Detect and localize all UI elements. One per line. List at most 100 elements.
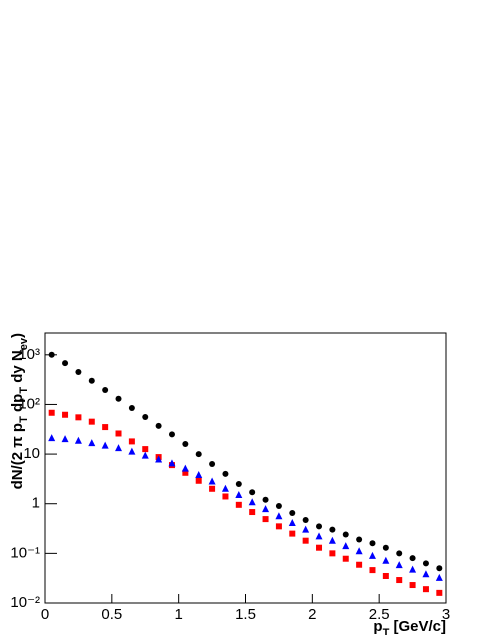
point [342,531,349,538]
point [262,516,269,523]
point [275,512,283,520]
x-tick-label: 2.5 [369,606,390,623]
point [128,438,135,445]
point [409,555,416,562]
x-tick-label: 0 [41,606,49,623]
point [115,430,122,437]
point [75,414,82,421]
point [209,485,216,492]
point [48,409,55,416]
x-axis-label-part: p [373,618,382,635]
y-axis-label-part: dN/(2 π p [9,423,26,489]
point [128,404,135,411]
point [102,387,109,394]
point [248,498,256,506]
point [155,455,163,463]
point [88,418,95,425]
point [342,542,350,550]
point [182,440,189,447]
point [208,477,216,485]
point [195,451,202,458]
point [209,461,216,468]
point [382,572,389,579]
point [328,536,336,544]
point [181,464,189,472]
point [316,544,323,551]
y-tick-label: 10² [18,395,40,412]
x-tick-label: 3 [442,606,450,623]
point [61,435,69,443]
point [62,360,69,367]
point [115,395,122,402]
point [342,555,349,562]
point [422,570,430,578]
x-axis-label-part: [GeV/c] [389,618,446,635]
point [302,537,309,544]
point [115,444,123,452]
point [275,523,282,530]
point [356,561,363,568]
point [88,377,95,384]
point [289,510,296,517]
point [369,540,376,547]
x-tick-label: 1 [174,606,182,623]
point [422,560,429,567]
point [48,351,55,358]
point [435,573,443,581]
point [262,505,270,513]
point [289,530,296,537]
point [235,480,242,487]
point [422,586,429,593]
point [275,502,282,509]
point [249,489,256,496]
y-axis-label-part: ev [18,337,30,350]
point [102,424,109,431]
y-axis-label-part: ) [9,333,26,338]
point [382,544,389,551]
point [235,501,242,508]
point [356,536,363,543]
y-tick-label: 10⁻¹ [10,544,40,561]
point [75,369,82,376]
point [141,451,149,459]
x-tick-label: 2 [308,606,316,623]
point [101,441,109,449]
point [262,496,269,503]
point [369,567,376,574]
y-axis-label-part: dp [9,394,26,417]
point [168,459,176,467]
y-axis-label-part: T [18,387,30,394]
point [222,470,229,477]
point [329,550,336,557]
y-tick-label: 10 [23,445,40,462]
y-axis-label-part: dy N [9,350,26,387]
y-tick-label: 10³ [18,346,40,363]
x-axis-label-part: T [383,627,390,635]
point [288,518,296,526]
point [396,550,403,557]
point [436,565,443,572]
point [195,470,203,478]
point [409,582,416,589]
point [142,446,149,453]
point [182,469,189,476]
x-axis-label: pT [GeV/c] [373,618,446,635]
point [88,439,96,447]
point [249,509,256,516]
point [74,436,82,444]
y-axis-label: dN/(2 π pT dpT dy Nev) [9,333,30,489]
point [168,431,175,438]
point [409,565,417,573]
point [368,551,376,559]
y-tick-label: 10⁻² [10,594,40,611]
point [48,434,56,442]
point [128,447,136,455]
point [142,413,149,420]
y-axis-label-part: T [18,416,30,423]
point [329,526,336,533]
point [222,493,229,500]
point [195,477,202,484]
point [382,556,390,564]
point [235,490,243,498]
